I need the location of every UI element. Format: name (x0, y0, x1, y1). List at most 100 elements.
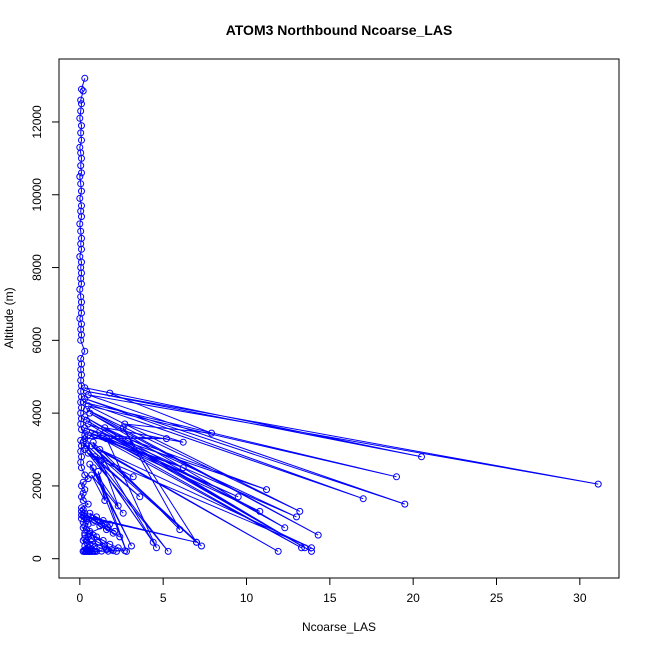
data-point (96, 544, 104, 552)
series-line (82, 512, 126, 552)
data-point (78, 154, 85, 162)
data-point (114, 544, 122, 552)
data-point (88, 471, 95, 479)
data-point (81, 435, 89, 443)
data-point (76, 285, 84, 293)
data-point (78, 187, 85, 195)
data-point (76, 220, 84, 228)
x-tick-label: 20 (406, 591, 420, 605)
chart-title: ATOM3 Northbound Ncoarse_LAS (226, 22, 453, 38)
data-point (94, 467, 102, 475)
data-point (77, 275, 85, 282)
data-point (77, 304, 85, 312)
data-point (89, 518, 97, 526)
data-point (79, 478, 87, 486)
data-point (129, 473, 137, 481)
data-point (119, 424, 127, 432)
data-point (393, 473, 400, 481)
data-point (81, 413, 89, 421)
data-point (98, 547, 105, 555)
data-point (234, 493, 242, 501)
data-point (103, 526, 110, 534)
data-point (121, 420, 129, 428)
data-point (78, 122, 85, 130)
data-point (91, 453, 99, 461)
data-point (99, 537, 107, 544)
data-point (164, 547, 172, 555)
data-point (91, 517, 99, 524)
data-point (296, 507, 304, 515)
data-point (111, 527, 119, 535)
data-point (106, 389, 114, 397)
data-point (81, 486, 89, 494)
data-point (88, 442, 95, 450)
data-point (104, 547, 112, 555)
data-point (193, 538, 200, 546)
data-point (78, 507, 85, 515)
data-point (76, 194, 84, 202)
data-point (418, 453, 425, 461)
data-point (208, 429, 215, 437)
x-tick-label: 5 (160, 591, 167, 605)
data-point (308, 544, 315, 552)
data-point (78, 493, 85, 501)
data-point (136, 493, 144, 501)
data-point (81, 535, 89, 543)
x-tick-label: 10 (240, 591, 254, 605)
data-point (98, 520, 105, 528)
data-point (84, 513, 92, 521)
data-point (77, 129, 85, 137)
data-point (281, 524, 289, 532)
data-point (83, 515, 90, 523)
data-point (76, 114, 84, 122)
data-point (274, 547, 282, 555)
data-point (401, 500, 409, 508)
data-point (78, 202, 85, 210)
data-point (83, 537, 90, 544)
data-point (78, 100, 85, 108)
data-point (77, 96, 85, 104)
data-point (153, 544, 160, 552)
data-point (84, 402, 92, 410)
data-point (263, 486, 270, 494)
data-point (79, 497, 87, 504)
data-point (81, 395, 89, 403)
data-point (78, 504, 85, 512)
data-point (113, 547, 120, 555)
data-point (77, 458, 85, 466)
x-tick-label: 30 (573, 591, 587, 605)
data-point (96, 522, 104, 530)
data-point (86, 509, 94, 517)
data-point (79, 87, 87, 95)
data-point (93, 533, 100, 541)
data-point (77, 162, 85, 170)
data-point (86, 529, 94, 537)
data-point (314, 531, 322, 539)
data-point (121, 547, 129, 555)
data-point (101, 497, 109, 504)
data-point (77, 107, 85, 115)
data-point (78, 258, 85, 266)
data-point (77, 240, 85, 248)
series-line (87, 392, 312, 552)
y-axis: 0 2000 4000 6000 8000 10000 12000 (30, 105, 60, 562)
data-point (78, 331, 85, 339)
data-point (128, 542, 135, 550)
data-point (79, 489, 87, 497)
x-axis: 0 5 10 15 20 25 30 (76, 577, 587, 605)
data-point (81, 424, 89, 432)
x-axis-label: Ncoarse_LAS (302, 620, 376, 634)
data-point (78, 136, 85, 144)
x-tick-label: 25 (490, 591, 504, 605)
data-point (198, 542, 205, 550)
data-point (79, 547, 87, 555)
data-point (83, 442, 90, 450)
y-tick-label: 0 (30, 555, 44, 562)
data-point (594, 480, 602, 488)
data-point (308, 547, 315, 555)
data-point (83, 387, 90, 395)
data-point (119, 509, 127, 517)
data-point (81, 522, 89, 530)
data-point (86, 547, 94, 555)
